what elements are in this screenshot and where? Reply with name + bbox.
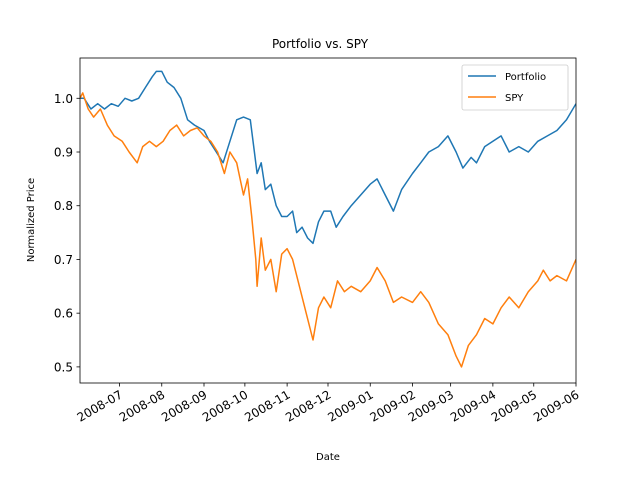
chart-title: Portfolio vs. SPY	[272, 37, 369, 51]
x-tick-label: 2008-09	[159, 387, 209, 424]
x-tick-label: 2009-04	[448, 387, 498, 424]
x-tick-label: 2008-11	[242, 387, 292, 424]
x-tick-label: 2009-01	[325, 387, 375, 424]
x-axis: 2008-072008-082008-092008-102008-112008-…	[75, 383, 582, 425]
y-tick-label: 0.8	[54, 199, 73, 213]
legend: Portfolio SPY	[461, 64, 569, 111]
legend-label-spy: SPY	[505, 93, 524, 104]
series-layer	[80, 70, 576, 368]
y-axis: 0.5 0.6 0.7 0.8 0.9 1.0	[54, 92, 80, 374]
x-axis-label: Date	[316, 452, 340, 463]
x-tick-label: 2009-05	[489, 387, 539, 424]
series-line-portfolio	[80, 70, 576, 245]
y-tick-label: 1.0	[54, 92, 73, 106]
x-tick-label: 2008-07	[75, 387, 125, 424]
x-tick-label: 2008-12	[283, 387, 333, 424]
x-tick-label: 2008-10	[200, 387, 250, 424]
series-line-spy	[80, 92, 576, 368]
y-tick-label: 0.6	[54, 307, 73, 321]
x-tick-label: 2009-06	[531, 387, 581, 424]
legend-label-portfolio: Portfolio	[505, 72, 546, 83]
y-tick-label: 0.7	[54, 253, 73, 267]
y-tick-label: 0.5	[54, 360, 73, 374]
x-tick-label: 2008-08	[117, 387, 167, 424]
y-tick-label: 0.9	[54, 146, 73, 160]
y-axis-label: Normalized Price	[26, 178, 37, 262]
